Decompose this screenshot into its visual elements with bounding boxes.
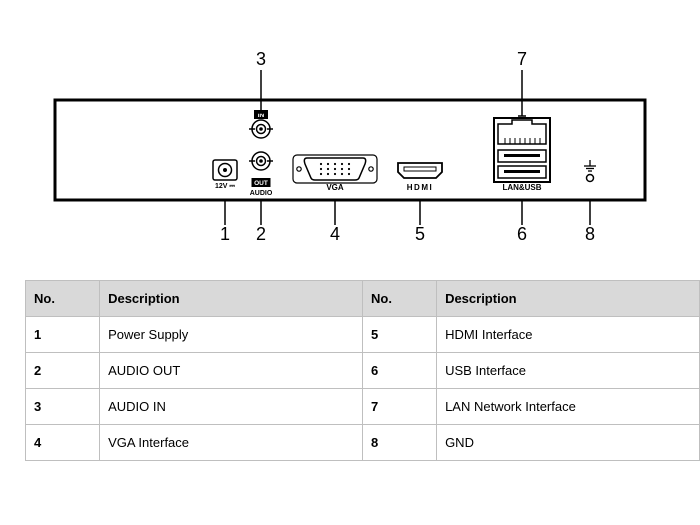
svg-text:VGA: VGA [326, 183, 344, 192]
svg-text:4: 4 [330, 224, 340, 244]
svg-text:12V ⎓: 12V ⎓ [215, 183, 235, 190]
svg-text:6: 6 [517, 224, 527, 244]
svg-text:3: 3 [256, 49, 266, 69]
svg-text:5: 5 [415, 224, 425, 244]
svg-text:7: 7 [517, 49, 527, 69]
svg-text:AUDIO: AUDIO [250, 190, 273, 197]
svg-text:OUT: OUT [254, 180, 268, 187]
svg-text:LAN&USB: LAN&USB [502, 183, 541, 192]
svg-text:2: 2 [256, 224, 266, 244]
svg-text:HDMI: HDMI [407, 183, 433, 192]
legend-table: No.DescriptionNo.Description1Power Suppl… [25, 280, 700, 461]
svg-text:8: 8 [585, 224, 595, 244]
svg-text:1: 1 [220, 224, 230, 244]
